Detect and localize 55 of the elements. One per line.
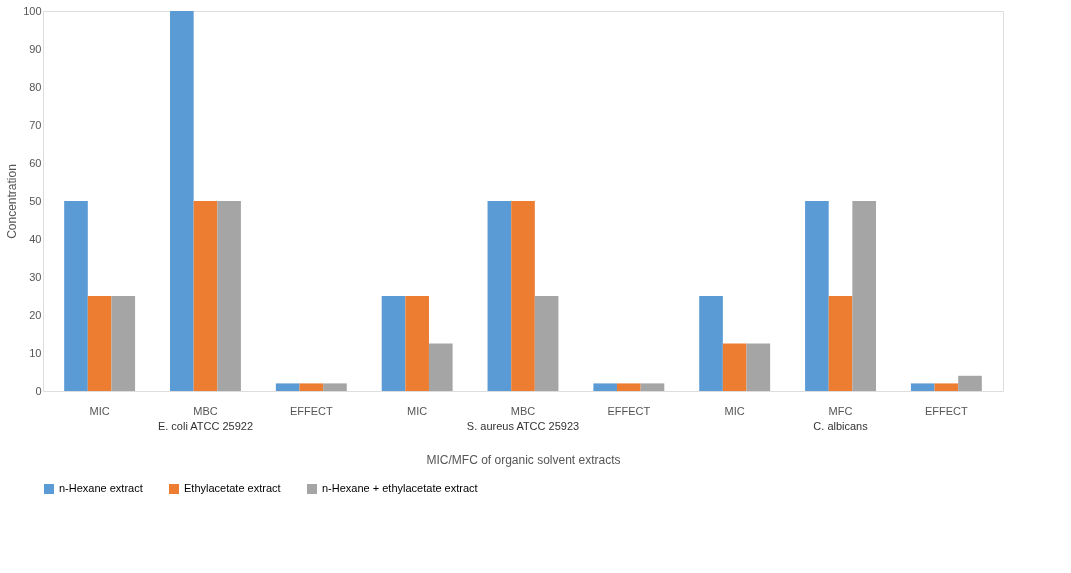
y-tick-label: 50 (29, 194, 42, 207)
x-tick-label: MIC (89, 404, 110, 417)
x-tick-label: MBC (510, 404, 536, 417)
bar (722, 343, 747, 391)
bar (910, 383, 935, 391)
bar (828, 296, 853, 391)
x-tick-label: MIC (407, 404, 428, 417)
bar (193, 201, 218, 391)
bar (805, 201, 829, 391)
text: S. aureus ATCC 25923 (466, 420, 580, 432)
y-tick-label: 90 (29, 42, 42, 55)
bar (381, 296, 406, 391)
y-tick-label: 80 (29, 80, 42, 93)
bar (534, 296, 559, 391)
x-axis-title: MIC/MFC of organic solvent extracts (426, 452, 621, 467)
x-tick-label: EFFECT (289, 404, 333, 417)
y-tick-label: 0 (35, 384, 42, 397)
bar (405, 296, 429, 391)
bar (299, 383, 324, 391)
bar (640, 383, 665, 391)
legend-label: Ethylacetate extract (184, 482, 281, 494)
bar (934, 383, 959, 391)
y-tick-label: 60 (29, 156, 42, 169)
bar (511, 201, 535, 391)
bar (64, 201, 88, 391)
legend-label: n-Hexane extract (59, 482, 143, 494)
bar (111, 296, 136, 391)
x-tick-label: MBC (193, 404, 218, 417)
bar (323, 383, 347, 391)
bar (746, 343, 771, 391)
bar (87, 296, 112, 391)
bar (852, 201, 876, 391)
x-tick-label: MFC (828, 404, 853, 417)
bar (593, 383, 618, 391)
y-tick-label: 70 (29, 118, 42, 131)
y-tick-label: 10 (29, 346, 42, 359)
x-tick-label: MIC (724, 404, 745, 417)
x-tick-label: EFFECT (607, 404, 651, 417)
y-tick-label: 40 (29, 232, 42, 245)
bar (699, 296, 723, 391)
text: E. coli ATCC 25922 (157, 420, 254, 432)
y-axis-title: Concentration (5, 164, 20, 239)
bar (617, 383, 641, 391)
text: C. albicans (813, 420, 869, 432)
y-tick-label: 20 (29, 308, 42, 321)
y-tick-label: 30 (29, 270, 42, 283)
y-tick-label: 100 (23, 4, 42, 17)
bar (958, 375, 982, 391)
bar (487, 201, 512, 391)
bar (170, 11, 194, 391)
x-tick-label: EFFECT (924, 404, 969, 417)
bar (428, 343, 453, 391)
bar (275, 383, 300, 391)
legend-label: n-Hexane + ethylacetate extract (322, 482, 478, 494)
bar (217, 201, 241, 391)
